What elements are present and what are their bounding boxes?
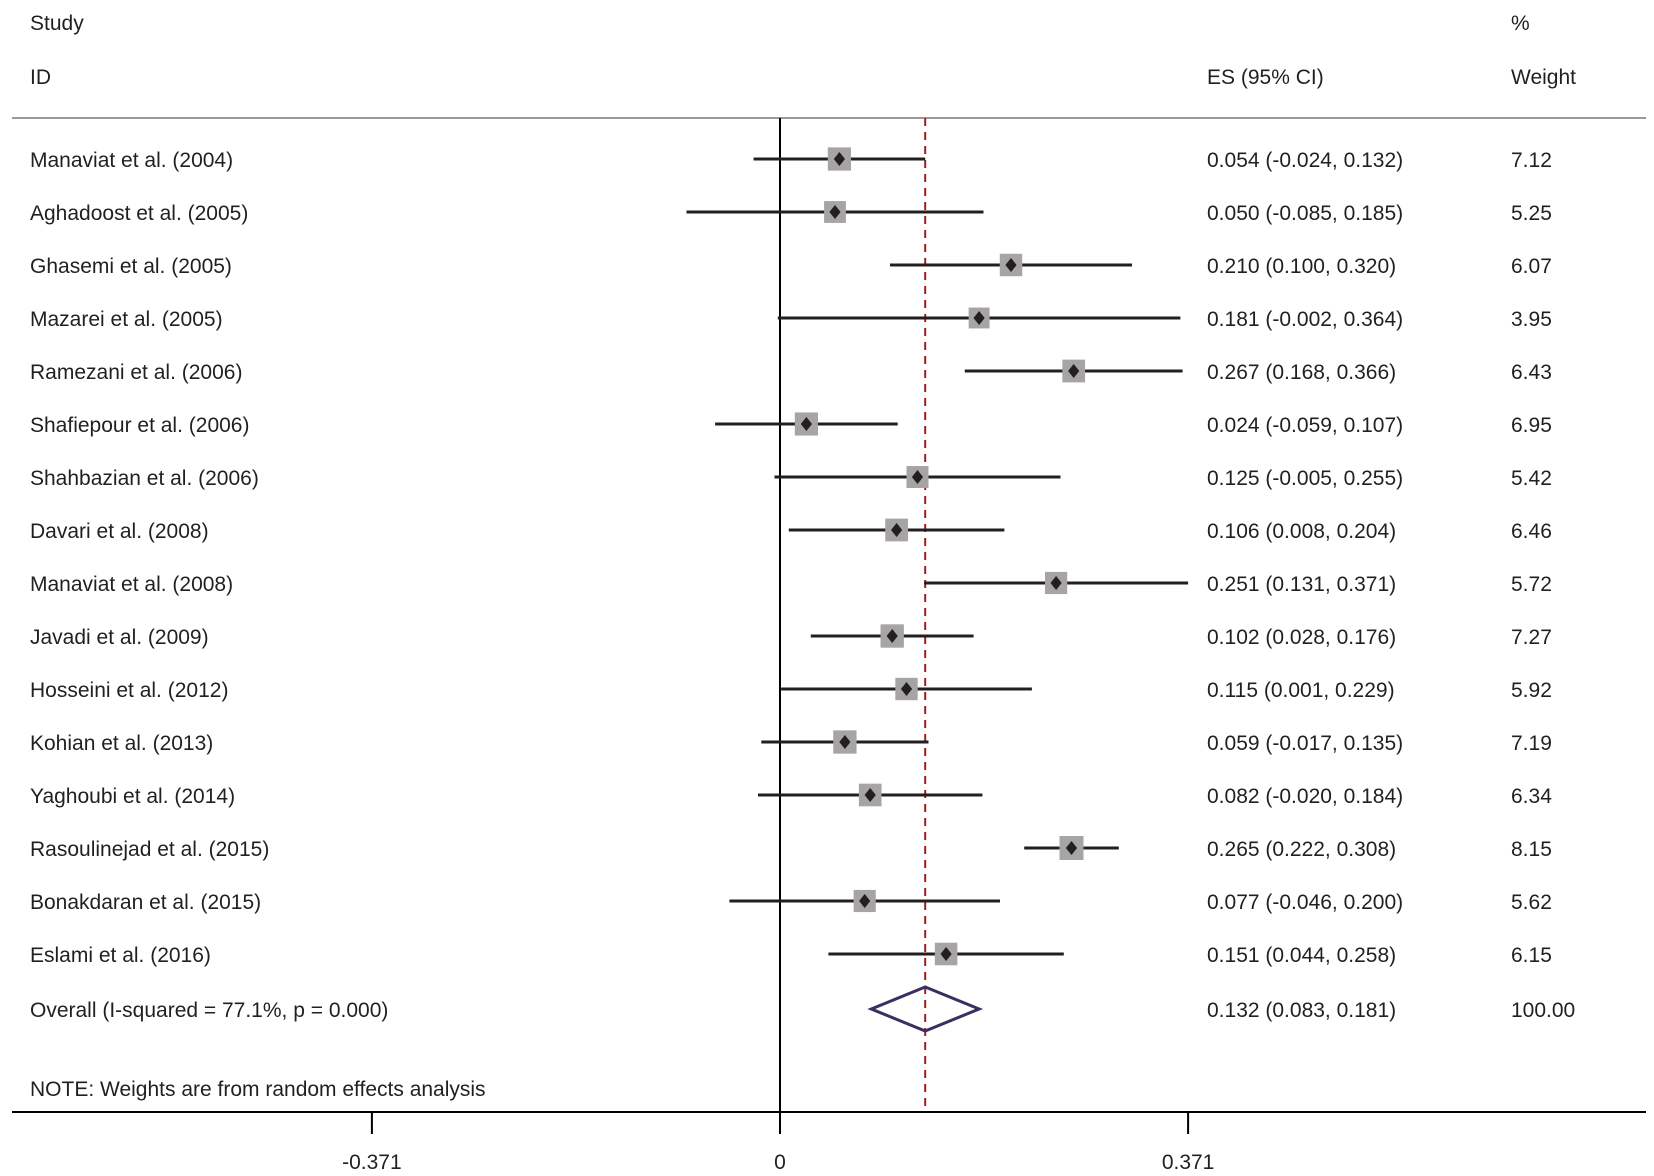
- study-row: Javadi et al. (2009) 0.102 (0.028, 0.176)…: [30, 624, 1552, 649]
- point-estimate: [940, 947, 952, 961]
- effect-size-text: 0.050 (-0.085, 0.185): [1207, 202, 1403, 225]
- study-row: Manaviat et al. (2004) 0.054 (-0.024, 0.1…: [30, 147, 1552, 172]
- point-estimate: [886, 629, 898, 643]
- header-study: Study: [30, 12, 84, 35]
- overall-effect-size-text: 0.132 (0.083, 0.181): [1207, 999, 1396, 1022]
- effect-size-text: 0.024 (-0.059, 0.107): [1207, 414, 1403, 437]
- effect-size-text: 0.054 (-0.024, 0.132): [1207, 149, 1403, 172]
- point-estimate: [973, 311, 985, 325]
- point-estimate: [1065, 841, 1078, 855]
- study-row: Shafiepour et al. (2006) 0.024 (-0.059, 0…: [30, 412, 1552, 437]
- weight-text: 7.19: [1511, 732, 1552, 755]
- effect-size-text: 0.251 (0.131, 0.371): [1207, 573, 1396, 596]
- effect-size-text: 0.106 (0.008, 0.204): [1207, 520, 1396, 543]
- study-name: Javadi et al. (2009): [30, 626, 209, 649]
- header-es: ES (95% CI): [1207, 66, 1324, 89]
- study-name: Yaghoubi et al. (2014): [30, 785, 235, 808]
- weight-text: 5.62: [1511, 891, 1552, 914]
- study-name: Bonakdaran et al. (2015): [30, 891, 261, 914]
- study-row: Mazarei et al. (2005) 0.181 (-0.002, 0.36…: [30, 307, 1552, 331]
- effect-size-text: 0.102 (0.028, 0.176): [1207, 626, 1396, 649]
- point-estimate: [829, 205, 841, 219]
- x-tick-label: 0: [774, 1151, 786, 1174]
- study-row: Ghasemi et al. (2005) 0.210 (0.100, 0.320…: [30, 253, 1552, 278]
- weight-text: 6.43: [1511, 361, 1552, 384]
- study-row: Eslami et al. (2016) 0.151 (0.044, 0.258)…: [30, 942, 1552, 967]
- effect-size-text: 0.151 (0.044, 0.258): [1207, 944, 1396, 967]
- weight-text: 6.46: [1511, 520, 1552, 543]
- study-name: Shahbazian et al. (2006): [30, 467, 259, 490]
- effect-size-text: 0.115 (0.001, 0.229): [1207, 679, 1395, 702]
- study-row: Ramezani et al. (2006) 0.267 (0.168, 0.36…: [30, 359, 1552, 384]
- study-name: Mazarei et al. (2005): [30, 308, 223, 331]
- point-estimate: [1005, 258, 1017, 272]
- weight-text: 3.95: [1511, 308, 1552, 331]
- study-name: Kohian et al. (2013): [30, 732, 213, 755]
- study-name: Manaviat et al. (2008): [30, 573, 233, 596]
- x-tick-label: 0.371: [1162, 1151, 1215, 1174]
- point-estimate: [839, 735, 851, 749]
- weight-text: 8.15: [1511, 838, 1552, 861]
- overall-label: Overall (I-squared = 77.1%, p = 0.000): [30, 999, 388, 1022]
- x-tick-label: -0.371: [342, 1151, 402, 1174]
- weight-text: 6.15: [1511, 944, 1552, 967]
- point-estimate: [891, 523, 903, 537]
- point-estimate: [859, 894, 871, 908]
- study-row: Davari et al. (2008) 0.106 (0.008, 0.204)…: [30, 518, 1552, 543]
- weight-text: 5.42: [1511, 467, 1552, 490]
- weight-text: 5.72: [1511, 573, 1552, 596]
- study-name: Eslami et al. (2016): [30, 944, 211, 967]
- weight-text: 6.34: [1511, 785, 1552, 808]
- weight-text: 7.12: [1511, 149, 1552, 172]
- x-axis: -0.371 0 0.371: [12, 1111, 1646, 1174]
- study-row: Shahbazian et al. (2006) 0.125 (-0.005, 0…: [30, 466, 1552, 490]
- header-weight: Weight: [1511, 66, 1576, 89]
- study-name: Aghadoost et al. (2005): [30, 202, 248, 225]
- study-name: Ramezani et al. (2006): [30, 361, 242, 384]
- overall-weight-text: 100.00: [1511, 999, 1575, 1022]
- effect-size-text: 0.210 (0.100, 0.320): [1207, 255, 1396, 278]
- study-row: Rasoulinejad et al. (2015) 0.265 (0.222, …: [30, 836, 1552, 861]
- effect-size-text: 0.267 (0.168, 0.366): [1207, 361, 1396, 384]
- overall-diamond: [867, 985, 984, 1033]
- study-row: Yaghoubi et al. (2014) 0.082 (-0.020, 0.1…: [30, 783, 1552, 808]
- effect-size-text: 0.265 (0.222, 0.308): [1207, 838, 1396, 861]
- weight-text: 6.07: [1511, 255, 1552, 278]
- study-name: Shafiepour et al. (2006): [30, 414, 249, 437]
- effect-size-text: 0.059 (-0.017, 0.135): [1207, 732, 1403, 755]
- header-id: ID: [30, 66, 51, 89]
- point-estimate: [1050, 576, 1062, 590]
- study-row: Hosseini et al. (2012) 0.115 (0.001, 0.22…: [30, 677, 1552, 702]
- header-percent: %: [1511, 12, 1530, 35]
- overall-row: Overall (I-squared = 77.1%, p = 0.000) 0.…: [30, 985, 1575, 1033]
- study-name: Ghasemi et al. (2005): [30, 255, 232, 278]
- weight-text: 5.92: [1511, 679, 1552, 702]
- study-rows: Manaviat et al. (2004) 0.054 (-0.024, 0.1…: [30, 118, 1575, 1112]
- point-estimate: [900, 682, 913, 696]
- weight-text: 5.25: [1511, 202, 1552, 225]
- study-name: Hosseini et al. (2012): [30, 679, 228, 702]
- note-text: NOTE: Weights are from random effects an…: [30, 1078, 486, 1101]
- point-estimate: [864, 788, 876, 802]
- study-row: Kohian et al. (2013) 0.059 (-0.017, 0.135…: [30, 730, 1552, 755]
- effect-size-text: 0.125 (-0.005, 0.255): [1207, 467, 1403, 490]
- study-name: Manaviat et al. (2004): [30, 149, 233, 172]
- weight-text: 7.27: [1511, 626, 1552, 649]
- study-row: Aghadoost et al. (2005) 0.050 (-0.085, 0.…: [30, 201, 1552, 225]
- study-name: Davari et al. (2008): [30, 520, 209, 543]
- weight-text: 6.95: [1511, 414, 1552, 437]
- effect-size-text: 0.082 (-0.020, 0.184): [1207, 785, 1403, 808]
- point-estimate: [1068, 364, 1080, 378]
- effect-size-text: 0.181 (-0.002, 0.364): [1207, 308, 1403, 331]
- study-name: Rasoulinejad et al. (2015): [30, 838, 269, 861]
- point-estimate: [911, 470, 924, 484]
- study-row: Manaviat et al. (2008) 0.251 (0.131, 0.37…: [30, 571, 1552, 596]
- point-estimate: [833, 152, 845, 166]
- point-estimate: [800, 417, 812, 431]
- effect-size-text: 0.077 (-0.046, 0.200): [1207, 891, 1403, 914]
- study-row: Bonakdaran et al. (2015) 0.077 (-0.046, 0…: [30, 889, 1552, 914]
